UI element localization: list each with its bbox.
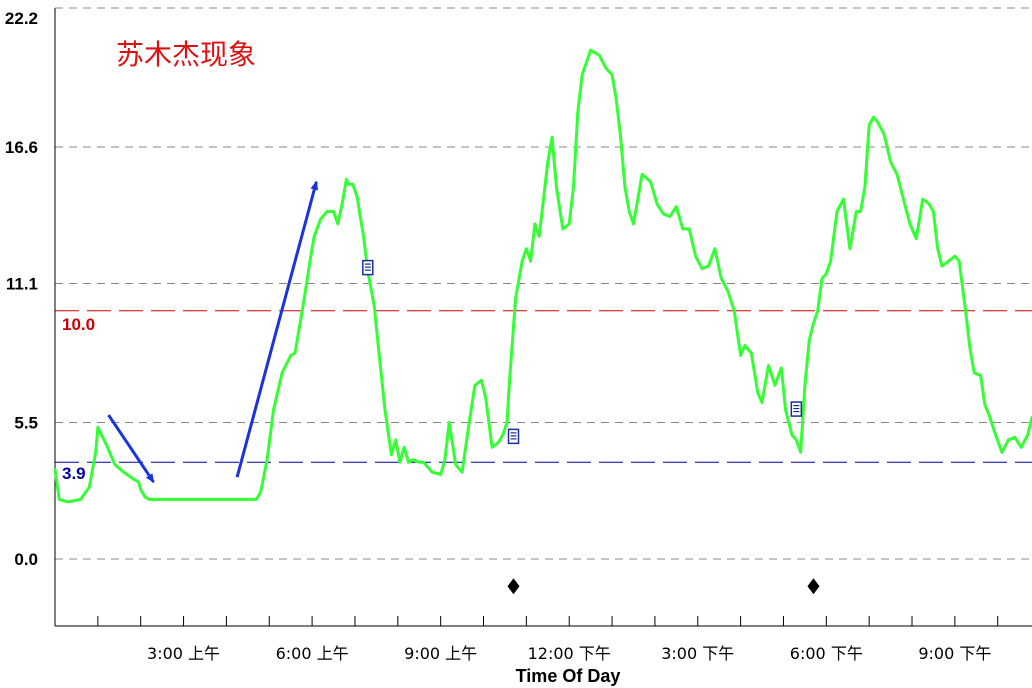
diamond-marker	[807, 578, 820, 595]
y-tick-label: 16.6	[5, 138, 38, 157]
note-icon	[362, 259, 374, 276]
y-tick-label: 0.0	[14, 550, 38, 569]
x-tick-label: 9:00 下午	[918, 644, 991, 663]
reference-line-label: 10.0	[62, 315, 95, 334]
note-icon	[507, 428, 520, 445]
reference-lines: 10.0 3.9	[55, 310, 1032, 483]
annotations	[107, 180, 820, 595]
y-tick-label: 5.5	[14, 413, 38, 432]
x-tick-label: 9:00 上午	[404, 644, 477, 663]
x-tick-label: 12:00 下午	[528, 644, 611, 663]
series-lines	[53, 48, 1032, 504]
x-axis-label: Time Of Day	[516, 666, 621, 686]
reference-line-label: 3.9	[62, 464, 86, 483]
x-tick-label: 3:00 上午	[147, 644, 220, 663]
x-tick-label: 3:00 下午	[661, 644, 734, 663]
x-axis-ticks: 3:00 上午 6:00 上午 9:00 上午 12:00 下午 3:00 下午 6:00…	[54, 8, 1032, 663]
y-axis-ticks: 22.2 16.6 11.1 5.5 0.0	[5, 9, 38, 569]
gridlines	[55, 7, 1032, 560]
x-tick-label: 6:00 下午	[790, 644, 863, 663]
y-tick-label: 11.1	[6, 274, 38, 293]
annotation-arrow	[107, 414, 155, 483]
note-icon	[790, 401, 803, 417]
chart-title: 苏木杰现象	[116, 38, 256, 71]
glucose-series-line	[53, 48, 1032, 504]
y-tick-label: 22.2	[5, 9, 38, 28]
annotation-arrow	[235, 180, 319, 478]
x-tick-label: 6:00 上午	[276, 644, 349, 663]
diamond-marker	[507, 578, 520, 595]
